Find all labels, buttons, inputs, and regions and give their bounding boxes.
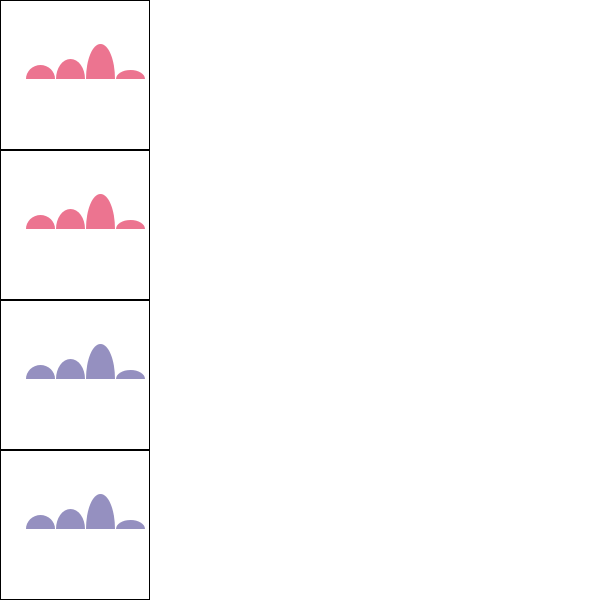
bar (56, 59, 85, 79)
bar (26, 515, 55, 529)
bar (86, 344, 115, 379)
bar (56, 359, 85, 379)
bar (116, 370, 145, 379)
bar (116, 220, 145, 229)
bar (86, 494, 115, 529)
bar (86, 43, 115, 79)
bar (26, 215, 55, 229)
bar (56, 209, 85, 229)
bar (116, 70, 145, 79)
bar (116, 520, 145, 529)
bar (26, 365, 55, 379)
bar (86, 194, 115, 229)
bar (56, 509, 85, 529)
bar (26, 65, 55, 79)
